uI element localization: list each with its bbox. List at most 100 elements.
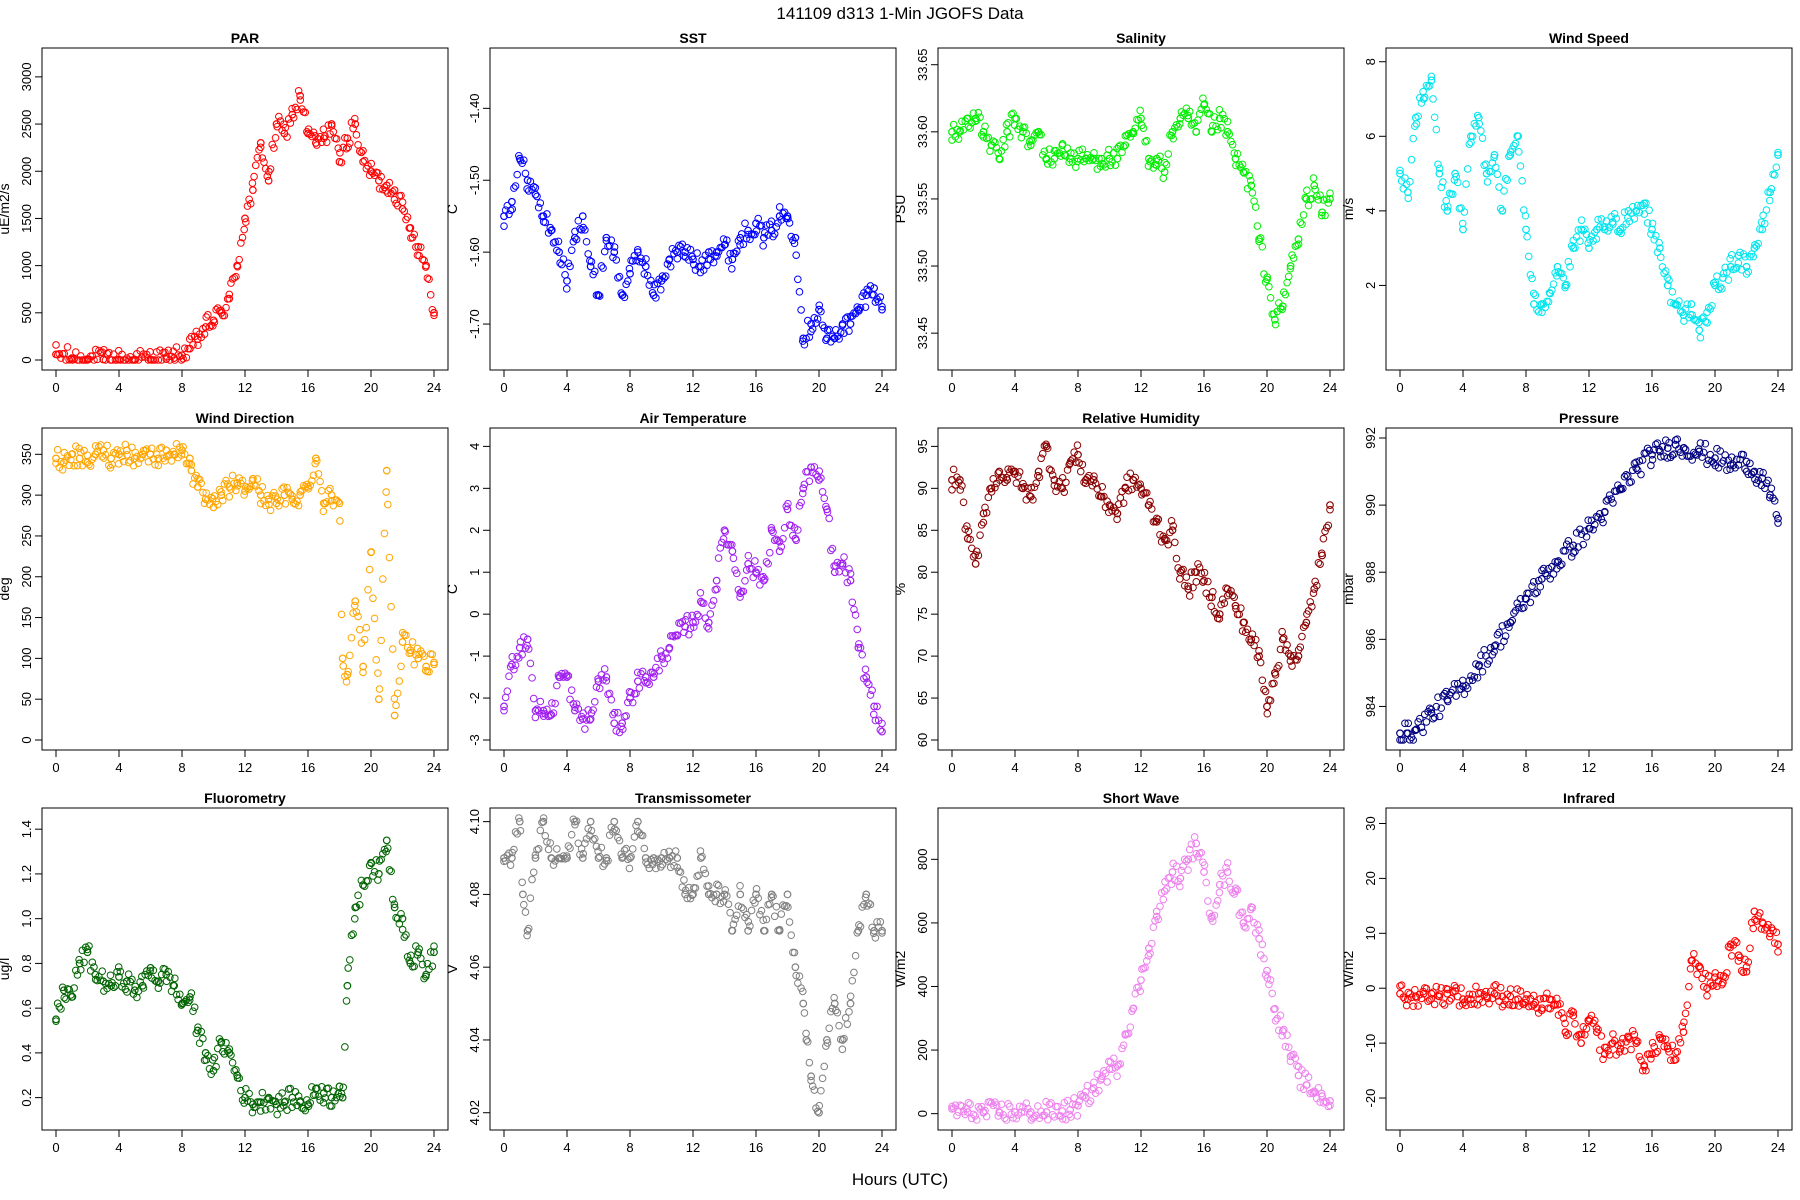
- data-point: [563, 673, 571, 681]
- data-point: [833, 1008, 842, 1017]
- data-point: [1557, 1009, 1566, 1017]
- data-point: [1774, 148, 1782, 157]
- data-point: [388, 895, 397, 904]
- data-point: [991, 483, 999, 492]
- data-point: [382, 836, 391, 845]
- data-point: [1465, 676, 1474, 685]
- data-point: [609, 710, 617, 719]
- data-point: [1278, 627, 1286, 636]
- data-point: [1595, 510, 1604, 518]
- data-point: [792, 251, 800, 260]
- data-point: [1225, 877, 1234, 886]
- data-point: [339, 143, 348, 152]
- data-point: [1029, 136, 1037, 144]
- data-point: [1126, 469, 1135, 478]
- data-point: [1396, 729, 1404, 738]
- data-point: [327, 491, 336, 500]
- data-point: [398, 638, 407, 646]
- data-point: [1687, 956, 1696, 965]
- data-point: [1490, 989, 1499, 998]
- data-point: [876, 293, 885, 301]
- data-point: [615, 836, 624, 845]
- data-point: [562, 285, 571, 293]
- data-point: [1239, 168, 1248, 176]
- data-point: [1746, 944, 1754, 953]
- data-point: [382, 847, 390, 856]
- data-point: [1506, 992, 1515, 1001]
- data-point: [1726, 940, 1735, 949]
- data-point: [1197, 848, 1206, 857]
- data-point: [752, 568, 760, 577]
- data-point: [1137, 976, 1145, 985]
- data-point: [83, 355, 92, 363]
- data-point: [1177, 866, 1186, 875]
- data-point: [1679, 311, 1688, 320]
- data-point: [357, 148, 366, 157]
- x-tick-label: 20: [364, 760, 378, 775]
- data-point: [286, 119, 295, 127]
- data-point: [693, 249, 701, 257]
- data-point: [281, 499, 290, 508]
- data-point: [1420, 93, 1429, 102]
- data-point: [963, 114, 972, 123]
- data-point: [1602, 497, 1611, 505]
- data-point: [189, 1007, 197, 1016]
- data-point: [805, 477, 814, 486]
- y-tick-label: 0: [1363, 985, 1378, 992]
- data-point: [1030, 1113, 1039, 1121]
- data-point: [1663, 1044, 1672, 1053]
- data-point: [820, 1062, 829, 1071]
- data-point: [1529, 289, 1538, 298]
- data-point: [1582, 1024, 1591, 1033]
- data-point: [770, 912, 779, 921]
- data-point: [1536, 995, 1545, 1003]
- data-point: [751, 557, 759, 565]
- data-point: [1078, 145, 1087, 154]
- x-tick-label: 4: [115, 1140, 122, 1155]
- data-point: [868, 686, 876, 695]
- data-point: [344, 964, 352, 972]
- data-point: [338, 1093, 347, 1102]
- x-tick-label: 24: [875, 760, 889, 775]
- data-point: [1200, 568, 1209, 577]
- data-point: [1266, 293, 1275, 302]
- data-point: [673, 854, 682, 862]
- data-point: [511, 828, 520, 836]
- data-point: [500, 212, 508, 221]
- data-point: [564, 672, 573, 680]
- data-point: [228, 1058, 237, 1067]
- data-point: [1403, 995, 1412, 1004]
- data-point: [1169, 522, 1177, 530]
- data-point: [1661, 267, 1670, 275]
- data-point: [861, 893, 870, 902]
- data-point: [1199, 578, 1207, 586]
- data-point: [1739, 968, 1748, 977]
- data-point: [1185, 592, 1194, 600]
- data-point: [822, 1036, 831, 1044]
- data-point: [564, 842, 573, 850]
- data-point: [508, 205, 517, 214]
- data-point: [369, 169, 377, 177]
- data-point: [1529, 578, 1538, 586]
- data-point: [1726, 262, 1735, 271]
- data-point: [1765, 196, 1774, 205]
- y-tick-label: 150: [19, 607, 34, 629]
- data-point: [581, 226, 589, 234]
- x-tick-label: 24: [427, 380, 441, 395]
- data-point: [52, 350, 60, 359]
- data-point: [1298, 220, 1306, 229]
- data-point: [586, 715, 595, 723]
- data-point: [1529, 300, 1538, 308]
- data-point: [1505, 623, 1513, 632]
- data-point: [1427, 989, 1436, 998]
- data-point: [752, 219, 760, 228]
- data-point: [518, 878, 526, 887]
- data-point: [649, 291, 658, 300]
- data-point: [623, 698, 632, 707]
- data-point: [704, 618, 713, 627]
- data-point: [551, 699, 559, 708]
- data-point: [266, 506, 275, 515]
- data-point: [319, 134, 328, 143]
- data-point: [995, 154, 1004, 163]
- data-point: [1412, 120, 1421, 128]
